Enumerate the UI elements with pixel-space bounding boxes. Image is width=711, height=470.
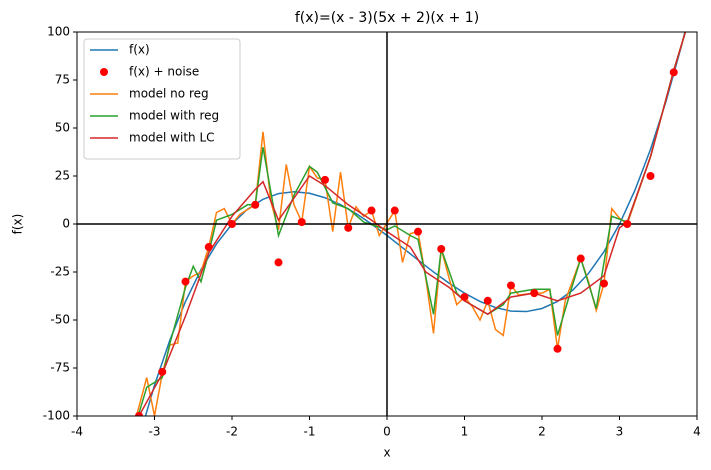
data-point [507, 281, 515, 290]
x-tick-label: 2 [538, 425, 546, 439]
y-tick-label: 75 [55, 73, 70, 87]
data-point [251, 200, 260, 209]
data-point [344, 223, 353, 232]
data-point [530, 289, 539, 298]
x-tick-label: -1 [304, 425, 316, 439]
data-point [367, 206, 376, 215]
legend: f(x) f(x) + noise model no reg model with r… [83, 38, 241, 160]
y-tick-label: 0 [62, 217, 70, 231]
x-tick-label: -2 [226, 425, 238, 439]
data-point [414, 227, 422, 236]
data-point [576, 254, 585, 263]
data-point [321, 175, 329, 184]
y-tick-label: 100 [47, 25, 70, 39]
legend-label: f(x) [129, 43, 150, 57]
x-tick-label: 4 [693, 425, 701, 439]
y-tick-label: -25 [50, 265, 70, 279]
y-tick-label: -75 [50, 361, 70, 375]
data-point [646, 172, 655, 180]
legend-label: model with LC [129, 131, 215, 145]
data-point [181, 277, 190, 286]
data-point [600, 279, 608, 288]
chart-title: f(x)=(x - 3)(5x + 2)(x + 1) [295, 10, 479, 26]
data-point [437, 244, 446, 253]
x-tick-label: 1 [461, 425, 469, 439]
x-tick-label: -3 [149, 425, 161, 439]
legend-box [83, 38, 241, 160]
data-point [483, 296, 492, 305]
data-point [297, 218, 306, 227]
legend-label: model no reg [129, 87, 209, 101]
legend-label: f(x) + noise [129, 65, 199, 79]
data-point [158, 367, 167, 376]
plot-area [77, 32, 697, 416]
data-point [228, 220, 236, 228]
legend-label: model with reg [129, 109, 219, 123]
data-point [135, 412, 143, 416]
data-point [623, 220, 632, 228]
legend-swatch [100, 68, 108, 76]
ticks: -4 -3 -2 -1 0 1 2 3 4 -100 -75 -50 -25 0 25 50 75 100 [43, 25, 701, 439]
x-axis-label: x [383, 446, 390, 460]
data-point [274, 258, 283, 267]
y-tick-label: -100 [43, 409, 70, 423]
data-point [204, 243, 213, 252]
x-tick-label: -4 [71, 425, 83, 439]
y-tick-label: 50 [55, 121, 70, 135]
x-tick-label: 0 [383, 425, 391, 439]
x-tick-label: 3 [616, 425, 624, 439]
data-point [460, 292, 469, 301]
y-tick-label: 25 [55, 169, 70, 183]
data-point [553, 344, 562, 353]
y-tick-label: -50 [50, 313, 70, 327]
data-point [390, 206, 399, 215]
series-line [138, 32, 687, 416]
y-axis-label: f(x) [11, 214, 25, 235]
data-point [669, 68, 678, 77]
